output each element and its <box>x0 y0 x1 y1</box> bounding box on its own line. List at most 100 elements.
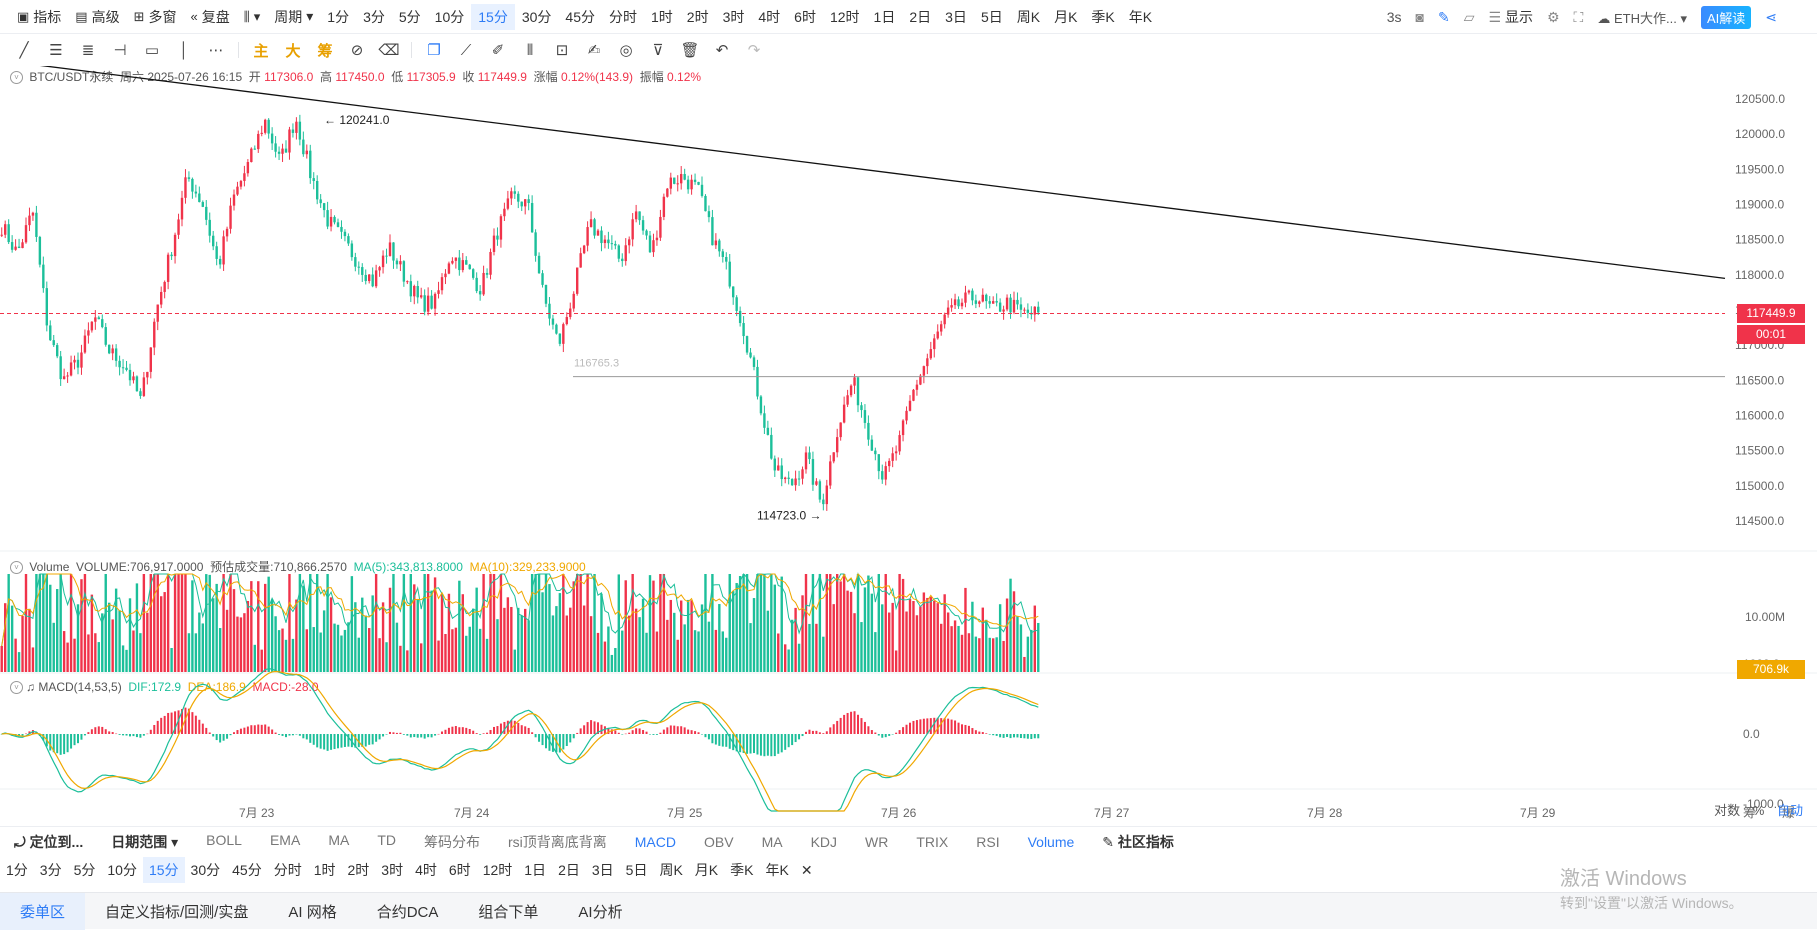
bottom-tab[interactable]: 委单区 <box>0 892 86 930</box>
main-indicator-tab[interactable]: BOLL <box>206 831 242 848</box>
period-tab[interactable]: 4时 <box>758 8 781 25</box>
bars-icon[interactable]: ⫴ <box>526 41 534 59</box>
fullscreen-icon[interactable]: ⛶ <box>1573 8 1584 25</box>
period-tab[interactable]: 2时 <box>686 8 709 25</box>
indicator-button[interactable]: ▣ 指标 <box>17 8 62 25</box>
period-tab[interactable]: 5日 <box>980 8 1003 25</box>
bottom-period-tab[interactable]: 分时 <box>273 862 302 878</box>
main-button[interactable]: 主 <box>253 42 269 60</box>
period-tab[interactable]: 月K <box>1054 8 1078 25</box>
brush-icon[interactable]: ✐ <box>491 42 505 59</box>
chart-area[interactable]: 120500.0 120000.0 119500.0 119000.0 118500.0… <box>0 66 1817 826</box>
bottom-period-tab[interactable]: 3日 <box>591 862 614 878</box>
eraser-icon[interactable]: ⌫ <box>378 42 400 59</box>
collapse-icon[interactable]: ˅ <box>10 681 23 695</box>
bottom-period-tab[interactable]: 5分 <box>73 862 96 878</box>
bottom-period-tab[interactable]: 2日 <box>558 862 580 878</box>
bottom-period-tab[interactable]: 12时 <box>482 862 513 878</box>
bottom-tab[interactable]: AI分析 <box>578 903 623 921</box>
ai-interpret-button[interactable]: AI解读 <box>1700 5 1752 29</box>
bottom-period-tab[interactable]: 3时 <box>381 862 404 878</box>
period-tab[interactable]: 45分 <box>565 8 595 25</box>
sub-indicator-tab[interactable]: OBV <box>704 833 734 850</box>
sub-indicator-tab[interactable]: Volume <box>1027 833 1075 850</box>
collapse-icon[interactable]: ˅ <box>10 71 23 85</box>
main-indicator-tab[interactable]: rsi顶背离底背离 <box>507 833 607 850</box>
period-tab[interactable]: 6时 <box>794 8 816 25</box>
ruler-icon[interactable]: ⟋ <box>460 41 472 59</box>
period-tab[interactable]: 1日 <box>873 8 896 25</box>
note-icon[interactable]: ✍ <box>587 42 601 59</box>
period-tab[interactable]: 3时 <box>722 8 745 25</box>
period-tab[interactable]: 3日 <box>945 8 967 25</box>
period-tab[interactable]: 周K <box>1016 8 1041 25</box>
period-tab[interactable]: 分时 <box>608 8 637 25</box>
bottom-tab[interactable]: AI 网格 <box>288 903 337 921</box>
bottom-tab[interactable]: 自定义指标/回测/实盘 <box>105 903 249 921</box>
horizontal-line-icon[interactable]: ⊣ <box>113 42 127 59</box>
period-tab[interactable]: 30分 <box>521 8 552 25</box>
bottom-period-tab[interactable]: 6时 <box>448 862 471 878</box>
hide-icon[interactable]: ◎ <box>619 42 633 59</box>
bottom-period-tab[interactable]: 周K <box>659 862 683 878</box>
bottom-period-tab[interactable]: 1分 <box>6 862 28 878</box>
period-tab[interactable]: 3分 <box>363 8 385 25</box>
period-dropdown[interactable]: 周期 ▾ <box>274 8 314 25</box>
date-range-dropdown[interactable]: 日期范围 ▾ <box>111 833 179 850</box>
multi-window-button[interactable]: ⊞ 多窗 <box>133 8 177 25</box>
bottom-period-tab[interactable]: 5日 <box>625 862 648 878</box>
percent-toggle[interactable]: % <box>1752 803 1765 818</box>
bottom-period-tab[interactable]: 1时 <box>313 862 336 878</box>
copy-icon[interactable]: ❐ <box>427 42 441 59</box>
period-tab[interactable]: 15分 <box>471 3 515 30</box>
period-tab[interactable]: 年K <box>1128 8 1153 25</box>
sub-indicator-tab[interactable]: MA <box>761 833 783 850</box>
bottom-period-tab[interactable]: 30分 <box>190 862 221 878</box>
main-indicator-tab[interactable]: MA <box>328 831 350 848</box>
trend-line-icon[interactable]: ╱ <box>19 42 29 59</box>
bottom-period-tab[interactable]: 2时 <box>347 862 370 878</box>
bottom-period-tab[interactable]: 季K <box>730 862 754 878</box>
period-tab[interactable]: 1时 <box>650 8 673 25</box>
bottom-period-tab[interactable]: 45分 <box>232 862 262 878</box>
bottom-period-tab[interactable]: 年K <box>765 862 789 878</box>
refresh-interval[interactable]: 3s <box>1386 9 1402 25</box>
collapse-icon[interactable]: ˅ <box>10 561 23 575</box>
advanced-button[interactable]: ▤ 高级 <box>75 8 120 25</box>
lock-icon[interactable]: ⊡ <box>555 42 569 59</box>
locate-button[interactable]: ⤾ 定位到... <box>14 833 84 850</box>
replay-button[interactable]: «复盘 <box>190 8 230 25</box>
filter-icon[interactable]: ⊽ <box>652 42 664 59</box>
chip-button[interactable]: 筹 <box>317 42 333 60</box>
bell-icon[interactable]: ♫ <box>26 680 35 694</box>
magnet-icon[interactable]: ⊘ <box>350 42 364 59</box>
share-icon[interactable]: ⋖ <box>1765 8 1777 25</box>
pen-icon[interactable]: ✎ <box>1438 8 1450 25</box>
bottom-tab[interactable]: 组合下单 <box>478 903 539 921</box>
bottom-period-tab[interactable]: 10分 <box>107 862 137 878</box>
sub-indicator-tab[interactable]: KDJ <box>810 833 838 850</box>
sub-indicator-tab[interactable]: WR <box>865 833 889 850</box>
bottom-period-tab[interactable]: 4时 <box>415 862 437 878</box>
bottom-period-tab[interactable]: 15分 <box>142 857 185 883</box>
sub-indicator-tab[interactable]: MACD <box>634 833 676 850</box>
auto-toggle[interactable]: 自动 <box>1776 803 1803 818</box>
period-tab[interactable]: 2日 <box>909 8 932 25</box>
bottom-period-tab[interactable]: 月K <box>694 862 719 878</box>
eth-dropdown[interactable]: ☁ ETH大作... ▾ <box>1597 10 1687 26</box>
channel-icon[interactable]: ≣ <box>81 42 95 59</box>
bottom-period-tab[interactable]: 1日 <box>524 862 547 878</box>
bottom-tab[interactable]: 合约DCA <box>376 903 439 921</box>
close-icon[interactable]: ✕ <box>800 861 813 878</box>
sub-indicator-tab[interactable]: TRIX <box>916 833 949 850</box>
period-tab[interactable]: 季K <box>1091 8 1115 25</box>
main-indicator-tab[interactable]: EMA <box>269 831 301 848</box>
main-indicator-tab[interactable]: 筹码分布 <box>423 833 480 850</box>
period-tab[interactable]: 12时 <box>829 8 860 25</box>
period-tab[interactable]: 10分 <box>434 8 465 25</box>
sub-indicator-tab[interactable]: RSI <box>976 833 1000 850</box>
big-button[interactable]: 大 <box>285 42 301 60</box>
camera-icon[interactable]: ◙ <box>1415 9 1424 25</box>
gear-icon[interactable]: ⚙ <box>1546 8 1560 25</box>
main-indicator-tab[interactable]: TD <box>377 831 396 848</box>
